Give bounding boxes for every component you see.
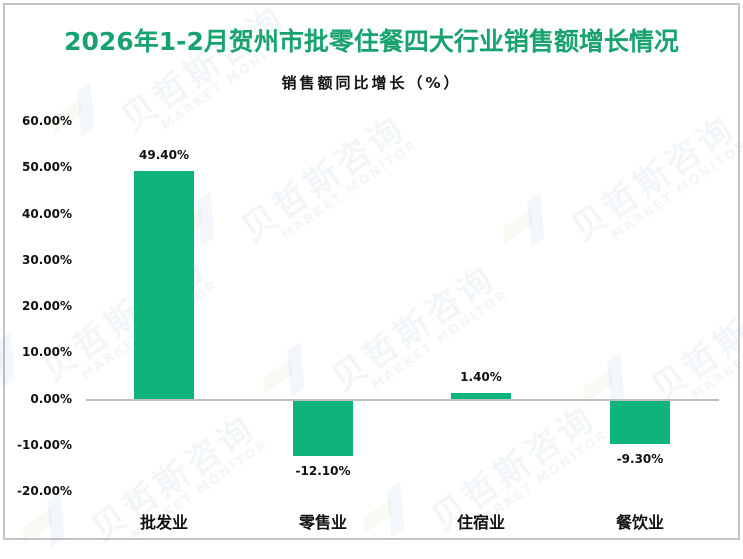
bar <box>610 400 670 444</box>
zero-axis-line <box>86 398 719 401</box>
y-tick-label: 0.00% <box>30 391 72 406</box>
y-tick-label: 50.00% <box>22 160 72 175</box>
y-tick-label: 40.00% <box>22 206 72 221</box>
chart-frame <box>3 3 740 540</box>
bar <box>293 400 353 457</box>
data-label: -12.10% <box>295 464 351 479</box>
x-category-label: 零售业 <box>298 513 347 532</box>
y-tick-label: -20.00% <box>17 484 72 498</box>
data-label: 1.40% <box>460 370 502 385</box>
y-tick-label: 30.00% <box>22 252 72 267</box>
bar <box>451 393 511 400</box>
x-category-label: 餐饮业 <box>615 513 664 532</box>
chart-title: 2026年1-2月贺州市批零住餐四大行业销售额增长情况 <box>64 27 679 56</box>
chart-subtitle: 销售额同比增长（%） <box>281 74 462 92</box>
y-tick-label: 20.00% <box>22 299 72 313</box>
x-category-label: 批发业 <box>139 513 188 532</box>
y-tick-label: -10.00% <box>17 437 72 452</box>
y-tick-label: 60.00% <box>22 114 72 128</box>
data-label: 49.40% <box>139 148 189 163</box>
x-category-label: 住宿业 <box>456 513 505 532</box>
bar <box>134 171 194 400</box>
y-tick-label: 10.00% <box>22 345 72 360</box>
data-label: -9.30% <box>616 451 664 466</box>
